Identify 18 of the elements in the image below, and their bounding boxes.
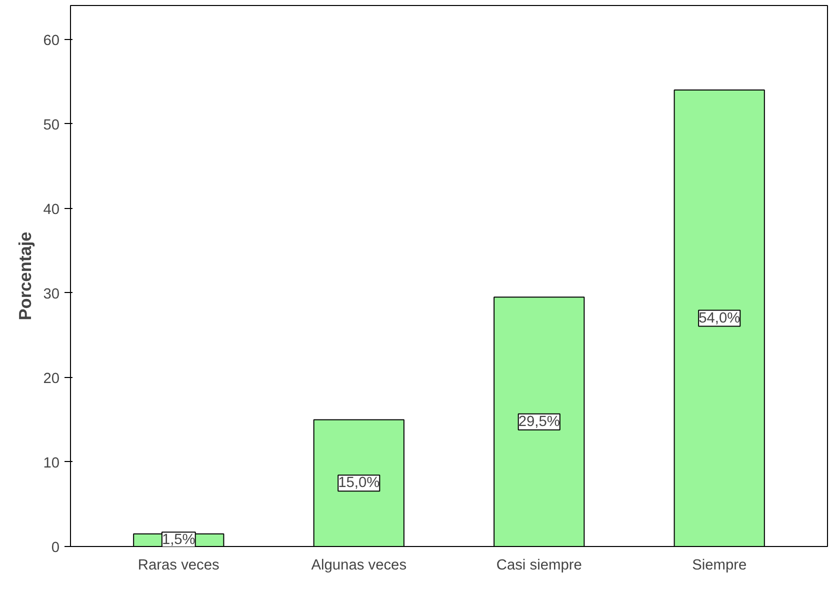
x-tick-label: Raras veces: [138, 558, 220, 574]
bar: [674, 90, 765, 546]
bar: [494, 296, 585, 546]
y-tick-label: 0: [51, 540, 60, 556]
y-tick-label: 60: [43, 32, 60, 49]
x-tick-label: Siempre: [692, 558, 747, 574]
y-axis-title: Porcentaje: [15, 231, 36, 320]
y-tick-label: 10: [43, 455, 60, 472]
x-tick-label: Algunas veces: [311, 558, 407, 574]
x-tick-label: Casi siempre: [496, 558, 582, 574]
data-label: 29,5%: [518, 414, 560, 430]
y-tick-label: 40: [43, 202, 60, 218]
y-tick-label: 20: [43, 370, 60, 387]
data-label: 54,0%: [698, 310, 740, 326]
data-label: 1,5%: [162, 532, 196, 548]
y-tick-label: 50: [43, 117, 60, 134]
y-tick-label: 30: [43, 286, 60, 302]
bar: [313, 419, 404, 546]
